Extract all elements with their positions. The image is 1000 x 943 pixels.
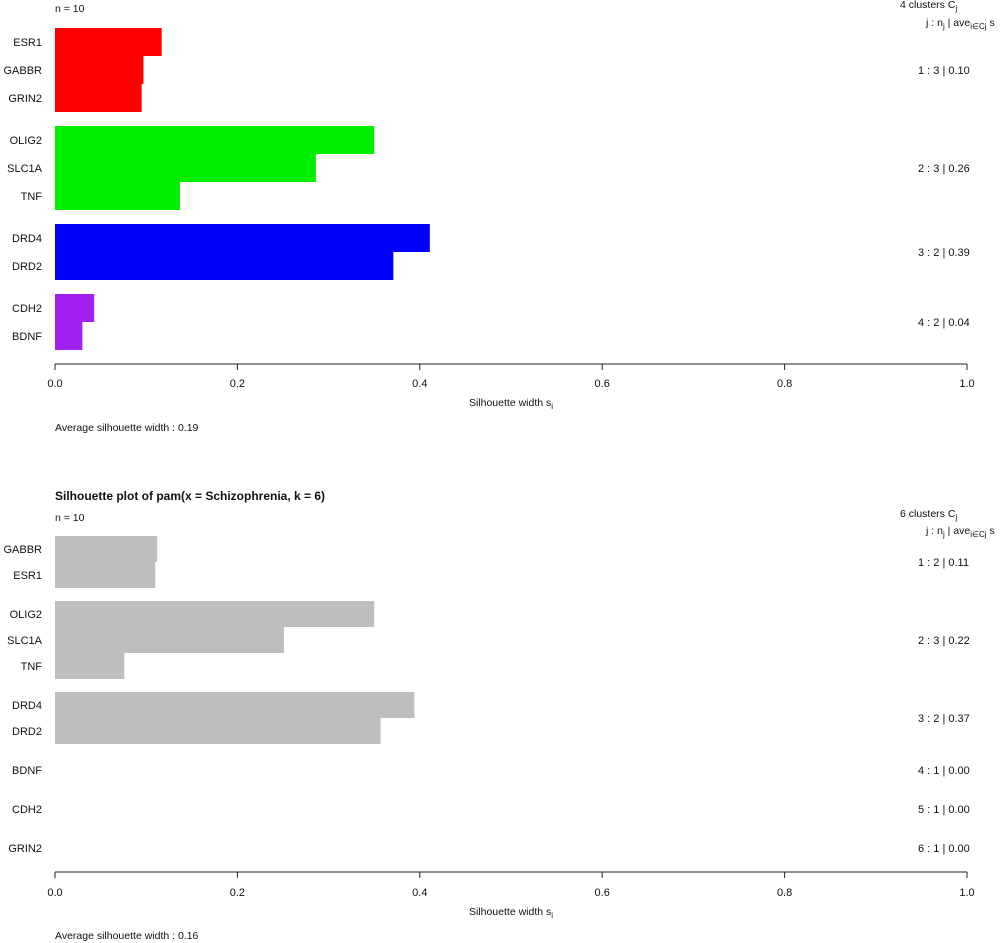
cluster-summary: 6 : 1 | 0.00 bbox=[918, 843, 970, 855]
column-header-ave: | ave bbox=[945, 17, 971, 29]
cluster-summary: 4 : 1 | 0.00 bbox=[918, 765, 970, 777]
bar-label: ESR1 bbox=[13, 37, 42, 49]
x-tick-label: 0.4 bbox=[412, 887, 427, 899]
bar-label: GABBR bbox=[3, 65, 42, 77]
x-tick-label: 0.4 bbox=[412, 378, 427, 390]
column-header: j : nj | avei∈Cj s bbox=[925, 525, 995, 539]
bar-label: OLIG2 bbox=[10, 135, 42, 147]
column-header-ave: | ave bbox=[945, 525, 971, 537]
clusters-header-text: 4 clusters C bbox=[900, 0, 956, 11]
x-tick-label: 1.0 bbox=[959, 887, 974, 899]
silhouette-bar bbox=[55, 322, 83, 350]
x-axis-label: Silhouette width si bbox=[469, 906, 553, 920]
silhouette-bar bbox=[55, 182, 180, 210]
silhouette-panel-1: n = 10 4 clusters Cjj : nj | avei∈Cj sESR… bbox=[3, 0, 994, 434]
column-header-text: j : n bbox=[925, 525, 943, 537]
x-axis-label-sub: i bbox=[551, 402, 553, 411]
silhouette-bar bbox=[55, 224, 430, 252]
x-tick-label: 0.2 bbox=[230, 887, 245, 899]
silhouette-bar bbox=[55, 84, 142, 112]
silhouette-bar bbox=[55, 536, 158, 562]
clusters-header-text: 6 clusters C bbox=[900, 508, 956, 520]
bar-label: DRD4 bbox=[12, 233, 42, 245]
n-label: n = 10 bbox=[55, 512, 85, 524]
x-tick-label: 0.6 bbox=[595, 887, 610, 899]
x-tick-label: 0.0 bbox=[47, 378, 62, 390]
silhouette-bar bbox=[55, 718, 381, 744]
x-tick-label: 0.2 bbox=[230, 378, 245, 390]
bar-label: TNF bbox=[21, 191, 43, 203]
column-header-s: s bbox=[987, 17, 995, 29]
bar-label: SLC1A bbox=[7, 635, 43, 647]
cluster-summary: 3 : 2 | 0.39 bbox=[918, 247, 970, 259]
bar-label: DRD4 bbox=[12, 700, 42, 712]
average-silhouette-width: Average silhouette width : 0.19 bbox=[55, 422, 199, 434]
n-label: n = 10 bbox=[55, 3, 85, 15]
cluster-summary: 2 : 3 | 0.26 bbox=[918, 163, 970, 175]
x-tick-label: 1.0 bbox=[959, 378, 974, 390]
cluster-summary: 3 : 2 | 0.37 bbox=[918, 713, 970, 725]
bar-label: ESR1 bbox=[13, 570, 42, 582]
chart-title: Silhouette plot of pam(x = Schizophrenia… bbox=[55, 489, 325, 503]
x-axis-label: Silhouette width si bbox=[469, 397, 553, 411]
cluster-summary: 4 : 2 | 0.04 bbox=[918, 317, 970, 329]
bar-label: SLC1A bbox=[7, 163, 43, 175]
clusters-header-sub: j bbox=[954, 4, 957, 13]
silhouette-bar bbox=[55, 56, 144, 84]
bar-label: GRIN2 bbox=[8, 93, 42, 105]
bar-label: CDH2 bbox=[12, 303, 42, 315]
bar-label: CDH2 bbox=[12, 804, 42, 816]
column-header-s: s bbox=[987, 525, 995, 537]
x-tick-label: 0.6 bbox=[595, 378, 610, 390]
x-tick-label: 0.8 bbox=[777, 378, 792, 390]
bar-label: BDNF bbox=[12, 765, 42, 777]
cluster-summary: 5 : 1 | 0.00 bbox=[918, 804, 970, 816]
cluster-summary: 1 : 3 | 0.10 bbox=[918, 65, 970, 77]
bar-label: BDNF bbox=[12, 331, 42, 343]
clusters-header: 4 clusters Cj bbox=[900, 0, 957, 13]
bar-label: DRD2 bbox=[12, 261, 42, 273]
silhouette-bar bbox=[55, 692, 415, 718]
column-header-text: j : n bbox=[925, 17, 943, 29]
column-header-sub-i: i∈Cj bbox=[970, 530, 987, 539]
cluster-summary: 2 : 3 | 0.22 bbox=[918, 635, 970, 647]
bar-label: TNF bbox=[21, 661, 43, 673]
silhouette-bar bbox=[55, 126, 375, 154]
bar-label: GRIN2 bbox=[8, 843, 42, 855]
column-header: j : nj | avei∈Cj s bbox=[925, 17, 995, 31]
silhouette-bar bbox=[55, 653, 125, 679]
silhouette-bar bbox=[55, 28, 162, 56]
silhouette-bar bbox=[55, 294, 95, 322]
column-header-sub-n: j bbox=[942, 530, 945, 539]
clusters-header-sub: j bbox=[954, 513, 957, 522]
x-axis-label-sub: i bbox=[551, 911, 553, 920]
average-silhouette-width: Average silhouette width : 0.16 bbox=[55, 930, 199, 942]
bar-label: OLIG2 bbox=[10, 609, 42, 621]
clusters-header: 6 clusters Cj bbox=[900, 508, 957, 522]
silhouette-bar bbox=[55, 252, 394, 280]
x-axis-label-text: Silhouette width s bbox=[469, 397, 551, 409]
cluster-summary: 1 : 2 | 0.11 bbox=[918, 557, 969, 569]
silhouette-bar bbox=[55, 154, 316, 182]
silhouette-bar bbox=[55, 601, 375, 627]
x-tick-label: 0.0 bbox=[47, 887, 62, 899]
column-header-sub-i: i∈Cj bbox=[970, 22, 987, 31]
x-tick-label: 0.8 bbox=[777, 887, 792, 899]
silhouette-panel-2: Silhouette plot of pam(x = Schizophrenia… bbox=[3, 489, 994, 942]
column-header-sub-n: j bbox=[942, 22, 945, 31]
x-axis-label-text: Silhouette width s bbox=[469, 906, 551, 918]
silhouette-bar bbox=[55, 627, 284, 653]
bar-label: GABBR bbox=[3, 544, 42, 556]
bar-label: DRD2 bbox=[12, 726, 42, 738]
silhouette-bar bbox=[55, 562, 156, 588]
